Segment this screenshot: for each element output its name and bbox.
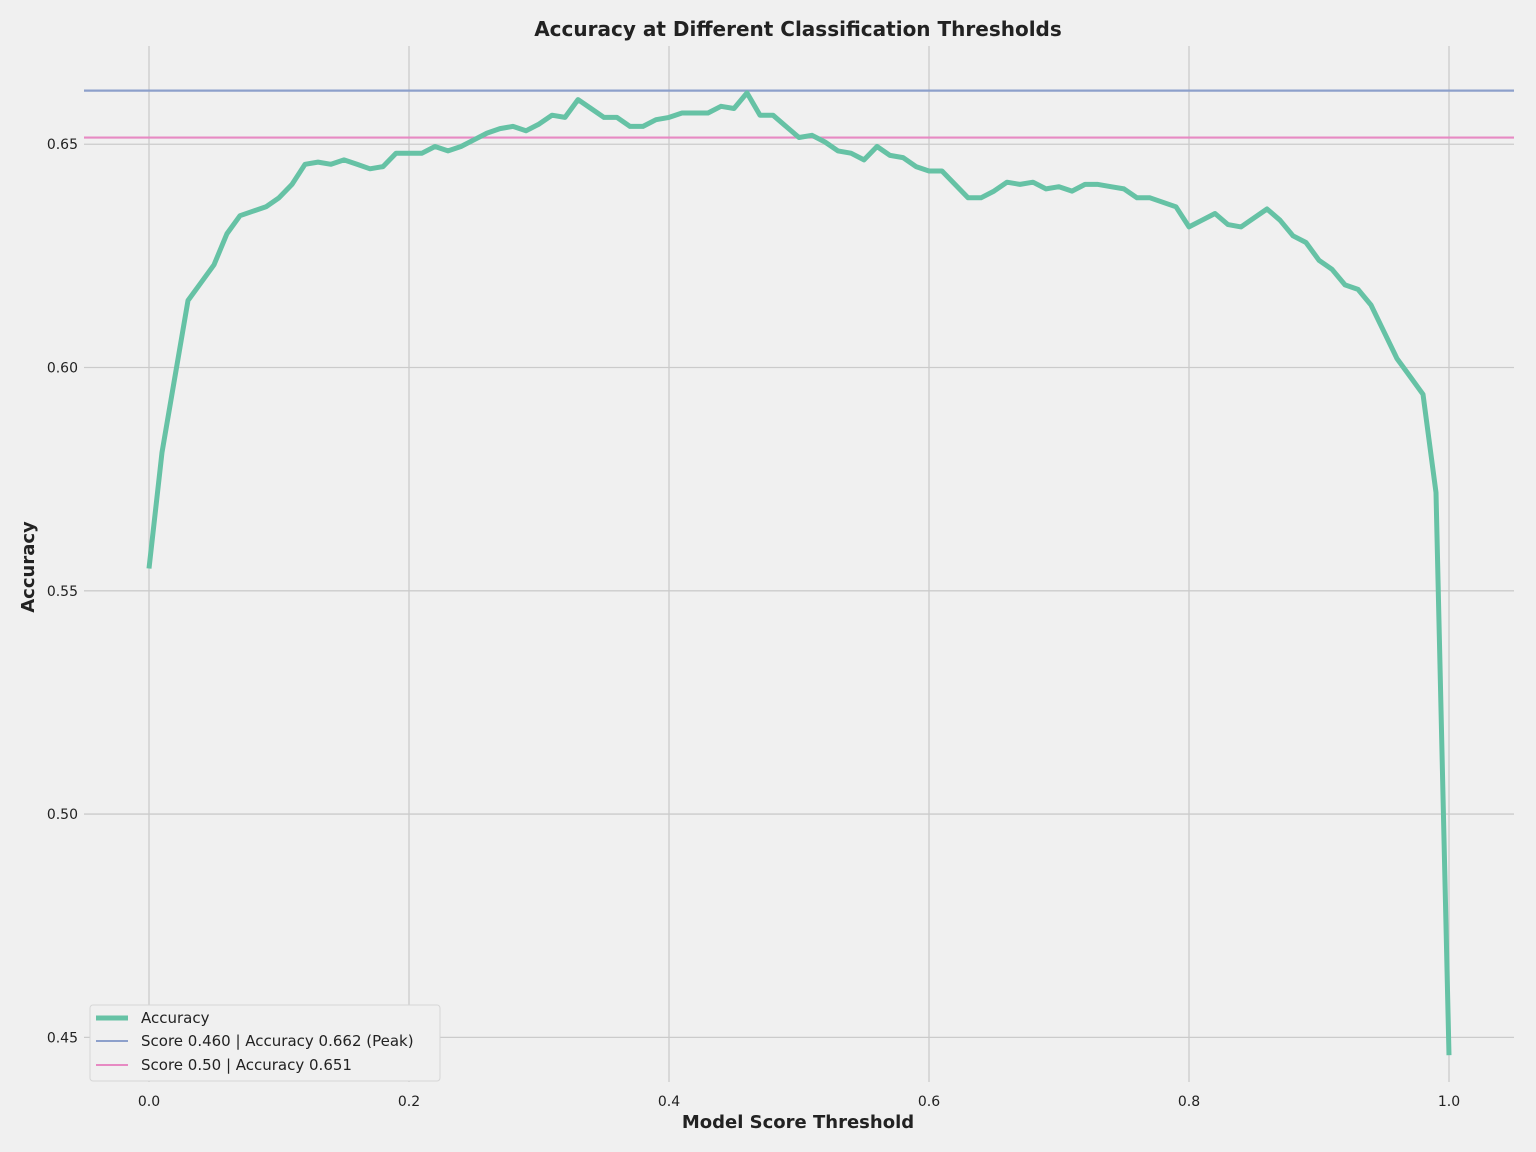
x-gridlines (148, 46, 1450, 1082)
x-tick-label: 0.8 (1178, 1094, 1200, 1110)
x-tick-label: 0.6 (918, 1094, 940, 1110)
y-tick-label: 0.50 (47, 807, 78, 823)
x-tick-label: 0.0 (138, 1094, 160, 1110)
legend-label-accuracy: Accuracy (141, 1009, 210, 1027)
legend-label-peak: Score 0.460 | Accuracy 0.662 (Peak) (141, 1032, 414, 1050)
y-tick-labels: 0.45 0.50 0.55 0.60 0.65 (47, 137, 78, 1046)
legend-box (89, 1004, 441, 1082)
chart-title: Accuracy at Different Classification Thr… (534, 17, 1062, 41)
legend: Accuracy Score 0.460 | Accuracy 0.662 (P… (89, 1004, 441, 1082)
x-axis-label: Model Score Threshold (682, 1112, 914, 1133)
y-tick-label: 0.65 (47, 137, 78, 153)
series-layer (146, 90, 1452, 1056)
x-tick-labels: 0.0 0.2 0.4 0.6 0.8 1.0 (138, 1094, 1460, 1110)
y-axis-label: Accuracy (18, 521, 39, 613)
x-tick-label: 1.0 (1438, 1094, 1460, 1110)
y-tick-label: 0.45 (47, 1030, 78, 1046)
y-gridlines (84, 143, 1514, 1038)
y-tick-label: 0.55 (47, 584, 78, 600)
legend-label-default: Score 0.50 | Accuracy 0.651 (141, 1056, 352, 1074)
accuracy-line (146, 90, 1452, 1056)
x-tick-label: 0.2 (398, 1094, 420, 1110)
reference-lines (84, 89, 1514, 139)
y-tick-label: 0.60 (47, 361, 78, 377)
x-tick-label: 0.4 (658, 1094, 680, 1110)
